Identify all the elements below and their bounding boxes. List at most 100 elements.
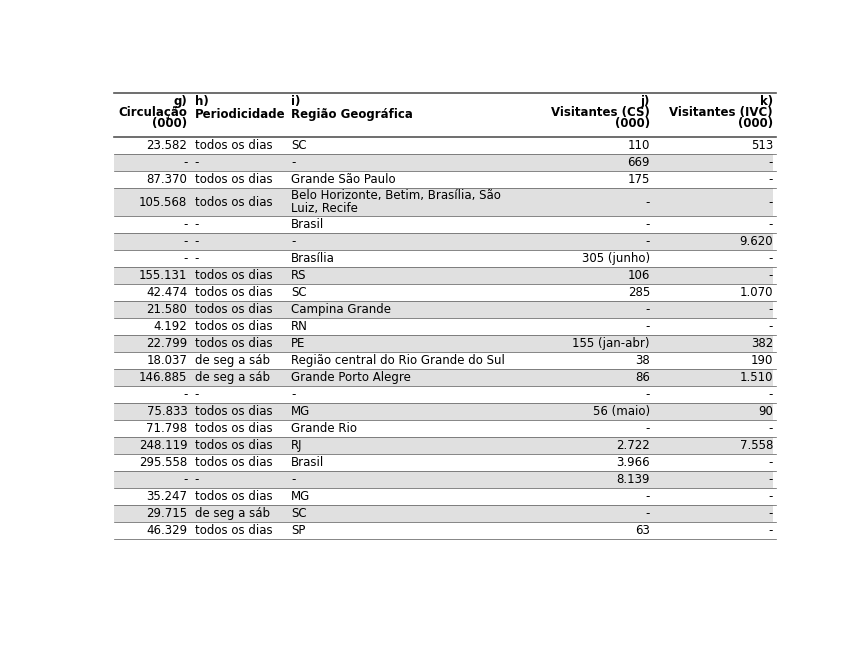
Bar (114, 301, 777, 318)
Text: -: - (769, 422, 773, 436)
Text: 106: 106 (628, 269, 650, 282)
Text: 382: 382 (751, 337, 773, 350)
Bar (114, 335, 777, 352)
Text: todos os dias: todos os dias (195, 320, 272, 333)
Text: 21.580: 21.580 (146, 304, 187, 317)
Text: -: - (769, 196, 773, 209)
Bar (114, 137, 777, 154)
Text: -: - (183, 473, 187, 486)
Text: i): i) (291, 95, 301, 108)
Text: -: - (769, 490, 773, 503)
Text: -: - (646, 304, 650, 317)
Text: Brasil: Brasil (291, 218, 325, 231)
Text: 105.568: 105.568 (139, 196, 187, 209)
Text: -: - (195, 218, 199, 231)
Text: -: - (646, 388, 650, 401)
Text: Brasil: Brasil (291, 456, 325, 469)
Bar (114, 154, 777, 171)
Text: 38: 38 (635, 354, 650, 367)
Text: MG: MG (291, 406, 310, 419)
Text: todos os dias: todos os dias (195, 173, 272, 186)
Text: -: - (183, 156, 187, 169)
Text: 248.119: 248.119 (138, 439, 187, 452)
Text: -: - (646, 320, 650, 333)
Text: 71.798: 71.798 (146, 422, 187, 436)
Text: 75.833: 75.833 (147, 406, 187, 419)
Text: 4.192: 4.192 (154, 320, 187, 333)
Text: -: - (769, 173, 773, 186)
Text: 155 (jan-abr): 155 (jan-abr) (572, 337, 650, 350)
Text: todos os dias: todos os dias (195, 337, 272, 350)
Text: -: - (769, 304, 773, 317)
Text: -: - (646, 508, 650, 521)
Text: 295.558: 295.558 (139, 456, 187, 469)
Text: 669: 669 (627, 156, 650, 169)
Text: de seg a sáb: de seg a sáb (195, 354, 270, 367)
Text: -: - (183, 235, 187, 248)
Text: SC: SC (291, 286, 307, 299)
Text: -: - (646, 218, 650, 231)
Text: -: - (291, 156, 295, 169)
Text: 146.885: 146.885 (139, 371, 187, 384)
Text: -: - (195, 235, 199, 248)
Text: 3.966: 3.966 (616, 456, 650, 469)
Text: todos os dias: todos os dias (195, 422, 272, 436)
Text: -: - (195, 473, 199, 486)
Text: -: - (769, 252, 773, 265)
Text: -: - (646, 196, 650, 209)
Bar (114, 352, 777, 369)
Text: 155.131: 155.131 (139, 269, 187, 282)
Text: PE: PE (291, 337, 306, 350)
Text: -: - (195, 388, 199, 401)
Text: (000): (000) (152, 116, 187, 129)
Text: -: - (769, 269, 773, 282)
Text: 46.329: 46.329 (146, 525, 187, 538)
Text: todos os dias: todos os dias (195, 490, 272, 503)
Text: 1.510: 1.510 (740, 371, 773, 384)
Bar (114, 171, 777, 188)
Bar (114, 188, 777, 216)
Text: 285: 285 (628, 286, 650, 299)
Text: todos os dias: todos os dias (195, 456, 272, 469)
Text: todos os dias: todos os dias (195, 196, 272, 209)
Text: Grande Porto Alegre: Grande Porto Alegre (291, 371, 411, 384)
Text: Visitantes (CS): Visitantes (CS) (551, 106, 650, 119)
Text: -: - (769, 525, 773, 538)
Text: -: - (646, 490, 650, 503)
Bar (114, 386, 777, 404)
Text: 1.070: 1.070 (740, 286, 773, 299)
Text: 42.474: 42.474 (146, 286, 187, 299)
Text: SC: SC (291, 508, 307, 521)
Text: SP: SP (291, 525, 306, 538)
Text: (000): (000) (738, 116, 773, 129)
Text: RS: RS (291, 269, 307, 282)
Text: 175: 175 (628, 173, 650, 186)
Bar (114, 454, 777, 471)
Text: j): j) (641, 95, 650, 108)
Text: -: - (769, 156, 773, 169)
Text: -: - (195, 156, 199, 169)
Bar (114, 421, 777, 437)
Text: -: - (183, 388, 187, 401)
Text: -: - (769, 218, 773, 231)
Text: todos os dias: todos os dias (195, 525, 272, 538)
Text: Região Geográfica: Região Geográfica (291, 108, 413, 121)
Bar (114, 437, 777, 454)
Text: 8.139: 8.139 (617, 473, 650, 486)
Text: Região central do Rio Grande do Sul: Região central do Rio Grande do Sul (291, 354, 505, 367)
Text: -: - (769, 508, 773, 521)
Text: -: - (769, 388, 773, 401)
Text: Luiz, Recife: Luiz, Recife (291, 202, 358, 214)
Text: 190: 190 (751, 354, 773, 367)
Text: Campina Grande: Campina Grande (291, 304, 391, 317)
Text: de seg a sáb: de seg a sáb (195, 508, 270, 521)
Text: 305 (junho): 305 (junho) (582, 252, 650, 265)
Text: Grande São Paulo: Grande São Paulo (291, 173, 396, 186)
Text: -: - (183, 252, 187, 265)
Text: todos os dias: todos os dias (195, 439, 272, 452)
Text: 9.620: 9.620 (740, 235, 773, 248)
Text: 87.370: 87.370 (146, 173, 187, 186)
Text: Visitantes (IVC): Visitantes (IVC) (669, 106, 773, 119)
Bar (114, 284, 777, 301)
Text: 35.247: 35.247 (146, 490, 187, 503)
